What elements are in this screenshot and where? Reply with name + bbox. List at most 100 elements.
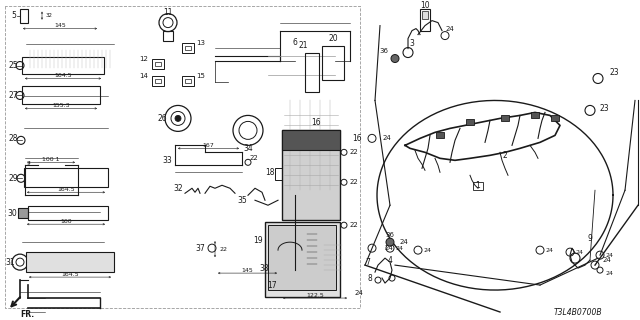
Text: 9: 9	[588, 234, 593, 243]
Text: 2: 2	[502, 151, 508, 160]
Bar	[275, 168, 283, 180]
Text: 8: 8	[367, 274, 372, 283]
Bar	[28, 206, 108, 220]
Text: 24: 24	[355, 290, 364, 296]
Bar	[185, 79, 191, 84]
Text: 3: 3	[410, 39, 415, 48]
Bar	[152, 76, 164, 86]
Text: 24: 24	[545, 248, 553, 253]
Text: 27: 27	[8, 91, 18, 100]
Text: 4: 4	[388, 256, 393, 265]
Text: 29: 29	[8, 174, 18, 183]
Text: 32: 32	[173, 184, 183, 193]
Text: 24: 24	[603, 257, 612, 263]
Text: 24: 24	[395, 246, 403, 251]
Text: 23: 23	[610, 68, 620, 77]
Text: 164.5: 164.5	[57, 187, 75, 192]
Text: 24: 24	[605, 252, 613, 258]
Bar	[305, 52, 319, 92]
Bar	[22, 57, 104, 75]
Bar	[18, 208, 28, 218]
Text: 24: 24	[445, 26, 454, 32]
Text: T3L4B0700B: T3L4B0700B	[554, 308, 602, 316]
Text: 34: 34	[243, 144, 253, 153]
Bar	[24, 168, 108, 187]
Text: 32: 32	[46, 13, 53, 18]
Bar	[422, 11, 428, 19]
Text: 21: 21	[298, 41, 308, 50]
Text: 155.3: 155.3	[52, 103, 70, 108]
Text: 23: 23	[600, 104, 610, 113]
Text: 16: 16	[311, 118, 321, 127]
Text: 22: 22	[250, 155, 259, 161]
Bar	[26, 252, 114, 272]
Text: 31: 31	[5, 258, 15, 267]
Text: 19: 19	[253, 236, 263, 245]
Bar	[20, 9, 28, 23]
Text: 20: 20	[328, 34, 338, 43]
Text: 145: 145	[54, 23, 66, 28]
Text: 36: 36	[379, 48, 388, 53]
Bar	[265, 222, 340, 297]
Bar	[420, 9, 430, 31]
Text: 30: 30	[7, 209, 17, 218]
Text: 167: 167	[202, 143, 214, 148]
Text: 14: 14	[139, 74, 148, 79]
Text: 164.5: 164.5	[61, 272, 79, 276]
Text: 16: 16	[352, 134, 362, 143]
Text: 13: 13	[196, 40, 205, 45]
Text: 36: 36	[385, 232, 394, 238]
Bar	[163, 31, 173, 41]
Text: 9: 9	[26, 161, 29, 166]
Bar	[466, 119, 474, 125]
Text: 26: 26	[157, 114, 167, 123]
Bar	[282, 130, 340, 220]
Bar	[182, 76, 194, 86]
Bar	[322, 45, 344, 81]
Text: 12: 12	[139, 56, 148, 61]
Bar	[268, 225, 336, 290]
Text: 22: 22	[350, 179, 359, 185]
Text: 24: 24	[605, 271, 613, 276]
Text: 7: 7	[365, 258, 370, 267]
Circle shape	[175, 116, 181, 121]
Bar	[501, 116, 509, 121]
Text: 22: 22	[350, 222, 359, 228]
Text: 15: 15	[196, 74, 205, 79]
Text: 38: 38	[259, 264, 269, 273]
Bar	[436, 132, 444, 138]
Text: 24: 24	[423, 248, 431, 253]
Bar	[155, 79, 161, 84]
Text: 24: 24	[385, 245, 394, 251]
Text: 100 1: 100 1	[42, 157, 60, 162]
Text: 10: 10	[420, 1, 430, 10]
Text: 17: 17	[267, 281, 277, 290]
Text: 122.5: 122.5	[306, 292, 324, 298]
Text: 160: 160	[60, 219, 72, 224]
Text: 24: 24	[383, 135, 392, 141]
Text: 28: 28	[8, 134, 18, 143]
Bar	[282, 130, 340, 150]
Text: 5: 5	[12, 11, 17, 20]
Text: 25: 25	[8, 61, 18, 70]
Text: 164.5: 164.5	[54, 73, 72, 78]
Text: 24: 24	[400, 239, 409, 245]
Text: 18: 18	[265, 168, 275, 177]
Bar	[152, 59, 164, 68]
Text: 11: 11	[163, 8, 173, 17]
Bar	[155, 61, 161, 66]
Bar	[182, 43, 194, 52]
Bar	[531, 112, 539, 118]
Text: 145: 145	[241, 268, 253, 273]
Text: FR.: FR.	[20, 309, 34, 318]
Circle shape	[391, 54, 399, 62]
Text: 37: 37	[195, 244, 205, 253]
Bar	[185, 45, 191, 50]
Text: 22: 22	[220, 247, 228, 252]
Bar	[22, 86, 100, 104]
Bar	[473, 182, 483, 190]
Bar	[551, 116, 559, 121]
Text: 6: 6	[292, 38, 298, 47]
Text: 35: 35	[237, 196, 247, 205]
Text: 1: 1	[476, 181, 481, 190]
